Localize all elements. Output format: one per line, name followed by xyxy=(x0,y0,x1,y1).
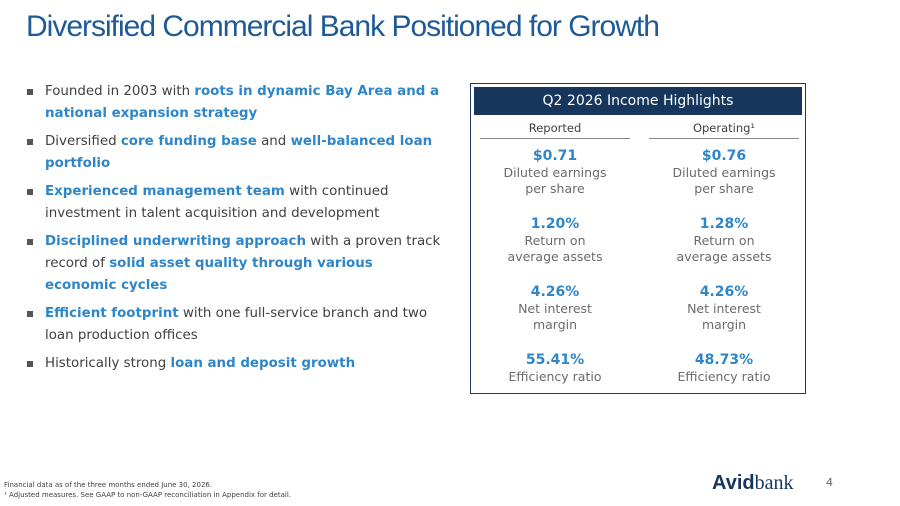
slide-title: Diversified Commercial Bank Positioned f… xyxy=(26,10,660,43)
metric-value: 1.20% xyxy=(530,216,580,232)
column-header: Reported xyxy=(480,118,630,139)
bullet: Efficient footprint with one full-servic… xyxy=(26,303,446,347)
accent-text: Efficient footprint xyxy=(45,306,179,321)
panel-title: Q2 2026 Income Highlights xyxy=(474,87,802,115)
metric: $0.76 Diluted earnings per share xyxy=(649,147,799,215)
metric: 4.26% Net interest margin xyxy=(649,283,799,351)
bullet-text: with one full-service branch and two loa… xyxy=(45,306,428,343)
bullet: Historically strong loan and deposit gro… xyxy=(26,353,446,375)
metric-label: Net interest margin xyxy=(687,301,761,332)
bullet-text: with a proven track record of xyxy=(45,234,441,271)
accent-text: Experienced management team xyxy=(45,184,285,199)
bullet-text: and xyxy=(256,134,291,149)
metric-value: $0.71 xyxy=(532,148,578,164)
column: Operating¹ $0.76 Diluted earnings per shar… xyxy=(649,118,799,419)
metric-label: Net interest margin xyxy=(518,301,592,332)
metric-label: Efficiency ratio xyxy=(508,369,602,384)
bullet: Diversified core funding base and well-b… xyxy=(26,131,446,175)
metric: 4.26% Net interest margin xyxy=(480,283,630,351)
metric-label: Diluted earnings per share xyxy=(672,165,776,196)
accent-text: solid asset quality through various econ… xyxy=(45,256,373,293)
page-number: 4 xyxy=(826,476,833,489)
metric-value: 1.28% xyxy=(699,216,749,232)
bullet-text: Diversified xyxy=(45,134,121,149)
metric-value: 4.26% xyxy=(530,284,580,300)
bullet: Founded in 2003 with roots in dynamic Ba… xyxy=(26,81,446,125)
metric-label: Return on average assets xyxy=(507,233,603,264)
metric: 1.20% Return on average assets xyxy=(480,215,630,283)
metric-label: Return on average assets xyxy=(676,233,772,264)
logo: Avidbank xyxy=(712,470,794,495)
column: Reported $0.71 Diluted earnings per share 1… xyxy=(480,118,630,419)
metric-value: $0.76 xyxy=(701,148,747,164)
bullet-text: Historically strong xyxy=(45,356,171,371)
metric: 48.73% Efficiency ratio xyxy=(649,351,799,419)
accent-text: Disciplined underwriting approach xyxy=(45,234,307,249)
footnote: Financial data as of the three months en… xyxy=(4,481,213,489)
accent-text: loan and deposit growth xyxy=(170,356,356,371)
logo-text: bank xyxy=(754,472,794,494)
bullet: Experienced management team with continu… xyxy=(26,181,446,225)
metric: 55.41% Efficiency ratio xyxy=(480,351,630,419)
accent-text: core funding base xyxy=(120,134,257,149)
metric-label: Diluted earnings per share xyxy=(503,165,607,196)
metric-value: 55.41% xyxy=(525,352,585,368)
metric-value: 4.26% xyxy=(699,284,749,300)
logo-text: Avid xyxy=(712,472,755,494)
accent-text: well-balanced loan portfolio xyxy=(45,134,433,171)
accent-text: roots in dynamic Bay Area and a national… xyxy=(45,84,440,121)
metric-label: Efficiency ratio xyxy=(677,369,771,384)
bullet-text: with continued investment in talent acqu… xyxy=(45,184,389,221)
highlights-panel: Q2 2026 Income Highlights Reported $0.71 D… xyxy=(470,83,806,394)
footnote: ¹ Adjusted measures. See GAAP to non-GAA… xyxy=(4,491,292,499)
bullet-text: Founded in 2003 with xyxy=(45,84,195,99)
column-header: Operating¹ xyxy=(649,118,799,139)
metric: $0.71 Diluted earnings per share xyxy=(480,147,630,215)
bullet: Disciplined underwriting approach with a… xyxy=(26,231,446,297)
metric-value: 48.73% xyxy=(694,352,754,368)
metric: 1.28% Return on average assets xyxy=(649,215,799,283)
bullet-list: Founded in 2003 with roots in dynamic Ba… xyxy=(26,81,446,381)
